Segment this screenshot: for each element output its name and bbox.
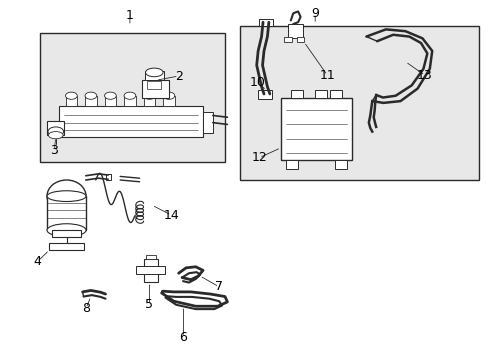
Bar: [85, 96, 97, 107]
Bar: [258, 90, 271, 99]
Text: 3: 3: [50, 144, 58, 157]
Bar: [147, 81, 160, 89]
Bar: [203, 112, 212, 134]
Text: 5: 5: [145, 298, 153, 311]
Ellipse shape: [47, 191, 86, 202]
Bar: [47, 121, 64, 135]
Text: 6: 6: [179, 330, 187, 343]
Bar: [288, 24, 303, 39]
Bar: [144, 71, 163, 80]
Ellipse shape: [48, 127, 63, 136]
Bar: [47, 196, 86, 230]
Ellipse shape: [47, 224, 86, 237]
Bar: [40, 33, 224, 162]
Bar: [59, 107, 203, 137]
Text: 10: 10: [249, 76, 265, 89]
Bar: [142, 80, 168, 98]
Text: 1: 1: [126, 9, 134, 22]
Text: 2: 2: [174, 69, 182, 82]
Ellipse shape: [124, 92, 136, 99]
Bar: [290, 90, 303, 98]
Bar: [281, 98, 351, 160]
Text: 14: 14: [163, 209, 179, 222]
Bar: [334, 160, 346, 169]
Bar: [104, 96, 116, 107]
Ellipse shape: [163, 92, 174, 99]
Text: 7: 7: [215, 280, 223, 293]
Bar: [105, 174, 111, 180]
Bar: [163, 96, 174, 107]
Ellipse shape: [104, 92, 116, 99]
Bar: [49, 243, 83, 250]
Text: 9: 9: [311, 7, 319, 20]
Bar: [296, 37, 304, 42]
Bar: [285, 160, 298, 169]
Ellipse shape: [48, 132, 63, 139]
Bar: [284, 37, 291, 42]
Text: 12: 12: [251, 151, 266, 164]
Bar: [52, 230, 81, 237]
Text: 8: 8: [82, 302, 90, 315]
Text: 11: 11: [319, 69, 335, 82]
Bar: [315, 90, 327, 98]
Bar: [65, 96, 77, 107]
Bar: [329, 90, 341, 98]
Text: 13: 13: [416, 69, 432, 82]
Ellipse shape: [145, 68, 163, 77]
Ellipse shape: [85, 92, 97, 99]
Bar: [239, 26, 478, 180]
Bar: [124, 96, 136, 107]
Bar: [136, 266, 164, 274]
Ellipse shape: [47, 180, 86, 212]
Bar: [143, 96, 155, 107]
Bar: [145, 255, 156, 259]
Bar: [259, 19, 272, 26]
Bar: [143, 259, 158, 282]
Text: 4: 4: [33, 255, 41, 268]
Ellipse shape: [143, 92, 155, 99]
Ellipse shape: [65, 92, 77, 99]
